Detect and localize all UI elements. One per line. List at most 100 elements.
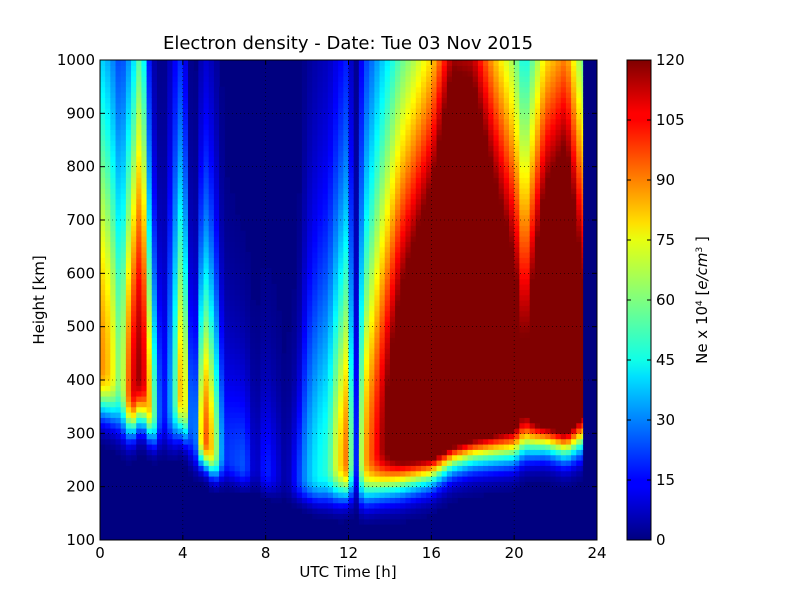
heatmap-cell (312, 326, 319, 333)
heatmap-cell (400, 390, 407, 397)
heatmap-cell (405, 470, 412, 477)
heatmap-cell (177, 134, 184, 141)
heatmap-cell (136, 342, 143, 349)
heatmap-cell (436, 102, 443, 109)
heatmap-cell (441, 422, 448, 429)
heatmap-cell (125, 428, 132, 434)
heatmap-cell (141, 182, 148, 189)
heatmap-cell (436, 108, 443, 114)
heatmap-cell (120, 252, 127, 258)
heatmap-cell (415, 326, 422, 333)
heatmap-cell (296, 497, 303, 504)
heatmap-cell (120, 209, 127, 216)
heatmap-cell (426, 305, 432, 312)
heatmap-cell (120, 102, 127, 109)
heatmap-cell (156, 444, 163, 450)
heatmap-cell (105, 76, 111, 82)
heatmap-cell (431, 465, 438, 472)
heatmap-cell (193, 364, 199, 370)
heatmap-cell (120, 294, 127, 301)
heatmap-cell (198, 204, 205, 210)
heatmap-cell (348, 348, 355, 354)
heatmap-cell (172, 406, 179, 413)
heatmap-cell (364, 396, 370, 402)
heatmap-cell (353, 364, 360, 370)
heatmap-cell (353, 241, 360, 248)
heatmap-cell (296, 492, 303, 498)
heatmap-cell (420, 449, 427, 456)
heatmap-cell (193, 326, 199, 333)
heatmap-cell (317, 225, 324, 232)
heatmap-cell (110, 412, 117, 418)
heatmap-cell (270, 358, 277, 365)
heatmap-cell (364, 316, 370, 322)
heatmap-cell (400, 385, 407, 392)
heatmap-cell (364, 508, 370, 514)
heatmap-cell (410, 134, 417, 141)
heatmap-cell (307, 214, 313, 221)
heatmap-cell (338, 204, 344, 210)
heatmap-cell (420, 182, 427, 189)
heatmap-cell (441, 460, 448, 466)
heatmap-cell (410, 161, 417, 168)
heatmap-cell (431, 129, 438, 136)
heatmap-cell (400, 353, 407, 360)
heatmap-cell (265, 364, 272, 370)
heatmap-cell (301, 108, 308, 114)
heatmap-cell (141, 118, 148, 125)
heatmap-cell (312, 380, 319, 386)
heatmap-cell (260, 417, 267, 424)
heatmap-cell (110, 86, 117, 93)
heatmap-cell (441, 225, 448, 232)
heatmap-cell (146, 353, 153, 360)
heatmap-cell (177, 140, 184, 146)
heatmap-cell (343, 513, 350, 520)
heatmap-cell (182, 326, 189, 333)
heatmap-cell (141, 300, 148, 306)
heatmap-cell (182, 348, 189, 354)
heatmap-cell (358, 449, 365, 456)
heatmap-cell (353, 257, 360, 264)
heatmap-cell (322, 502, 329, 509)
heatmap-cell (446, 172, 453, 178)
heatmap-cell (307, 502, 313, 509)
heatmap-cell (338, 476, 344, 482)
heatmap-cell (379, 326, 386, 333)
heatmap-cell (405, 412, 412, 418)
heatmap-cell (301, 433, 308, 440)
heatmap-cell (162, 348, 168, 354)
heatmap-cell (353, 172, 360, 178)
heatmap-cell (115, 230, 122, 237)
heatmap-cell (307, 193, 313, 200)
heatmap-cell (136, 417, 143, 424)
heatmap-cell (379, 193, 386, 200)
heatmap-cell (172, 92, 179, 98)
heatmap-cell (374, 134, 381, 141)
heatmap-cell (182, 225, 189, 232)
heatmap-cell (405, 364, 412, 370)
heatmap-cell (420, 497, 427, 504)
heatmap-cell (188, 204, 194, 210)
heatmap-cell (301, 241, 308, 248)
heatmap-cell (400, 380, 407, 386)
heatmap-cell (379, 476, 386, 482)
heatmap-cell (384, 369, 391, 376)
heatmap-cell (431, 156, 438, 162)
heatmap-cell (436, 358, 443, 365)
heatmap-cell (115, 396, 122, 402)
heatmap-cell (446, 316, 453, 322)
heatmap-cell (188, 177, 194, 184)
heatmap-cell (410, 454, 417, 461)
heatmap-cell (177, 326, 184, 333)
heatmap-cell (193, 236, 199, 242)
heatmap-cell (410, 76, 417, 82)
heatmap-cell (426, 449, 432, 456)
heatmap-cell (327, 193, 334, 200)
heatmap-cell (131, 449, 137, 456)
heatmap-cell (229, 444, 236, 450)
heatmap-cell (213, 156, 220, 162)
heatmap-cell (436, 113, 443, 120)
heatmap-cell (146, 262, 153, 269)
heatmap-cell (395, 198, 401, 205)
heatmap-cell (436, 161, 443, 168)
